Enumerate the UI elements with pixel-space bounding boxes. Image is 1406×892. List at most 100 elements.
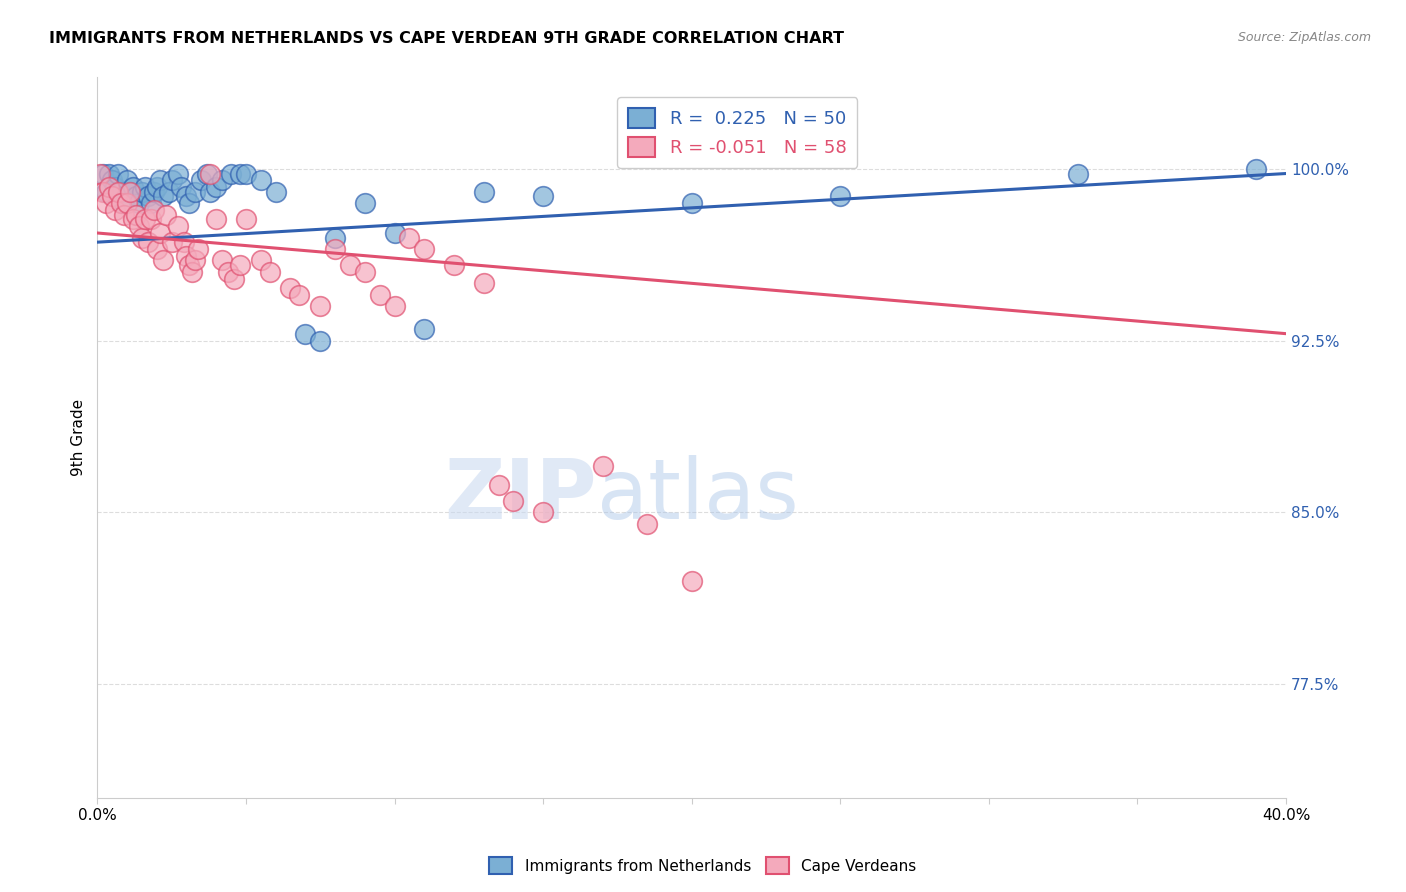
Point xyxy=(531,189,554,203)
Point xyxy=(222,272,245,286)
Point xyxy=(128,219,150,234)
Point xyxy=(176,189,198,203)
Point xyxy=(1244,161,1267,176)
Point xyxy=(160,235,183,249)
Point xyxy=(98,180,121,194)
Point xyxy=(98,167,121,181)
Point xyxy=(139,196,162,211)
Point xyxy=(200,185,222,199)
Legend: R =  0.225   N = 50, R = -0.051   N = 58: R = 0.225 N = 50, R = -0.051 N = 58 xyxy=(617,97,858,168)
Point xyxy=(91,185,114,199)
Point xyxy=(636,516,658,531)
Text: atlas: atlas xyxy=(596,455,799,536)
Point xyxy=(107,167,129,181)
Point xyxy=(134,180,156,194)
Point xyxy=(190,173,212,187)
Point xyxy=(146,180,169,194)
Point xyxy=(166,167,188,181)
Point xyxy=(294,326,316,341)
Point xyxy=(89,167,111,181)
Point xyxy=(118,185,141,199)
Point xyxy=(830,189,852,203)
Text: IMMIGRANTS FROM NETHERLANDS VS CAPE VERDEAN 9TH GRADE CORRELATION CHART: IMMIGRANTS FROM NETHERLANDS VS CAPE VERD… xyxy=(49,31,844,46)
Point xyxy=(157,185,180,199)
Point xyxy=(173,235,195,249)
Point xyxy=(142,203,165,218)
Point xyxy=(125,189,148,203)
Point xyxy=(384,226,406,240)
Point xyxy=(112,208,135,222)
Point xyxy=(413,242,436,256)
Point xyxy=(179,258,201,272)
Point xyxy=(219,167,242,181)
Point xyxy=(152,253,174,268)
Point xyxy=(142,185,165,199)
Point xyxy=(235,167,257,181)
Text: Source: ZipAtlas.com: Source: ZipAtlas.com xyxy=(1237,31,1371,45)
Point xyxy=(179,196,201,211)
Point xyxy=(166,219,188,234)
Point xyxy=(323,230,346,244)
Point xyxy=(155,208,177,222)
Point xyxy=(398,230,420,244)
Point xyxy=(149,173,172,187)
Point xyxy=(136,235,159,249)
Point xyxy=(1067,167,1090,181)
Point xyxy=(249,253,271,268)
Point xyxy=(91,167,114,181)
Point xyxy=(101,189,124,203)
Point xyxy=(339,258,361,272)
Point xyxy=(195,167,218,181)
Point xyxy=(205,212,228,227)
Y-axis label: 9th Grade: 9th Grade xyxy=(72,400,86,476)
Point xyxy=(235,212,257,227)
Point xyxy=(110,196,132,211)
Point xyxy=(211,253,233,268)
Point xyxy=(146,242,169,256)
Point xyxy=(184,253,207,268)
Point xyxy=(169,180,191,194)
Point xyxy=(229,258,252,272)
Point xyxy=(187,242,209,256)
Point xyxy=(217,265,239,279)
Point xyxy=(136,189,159,203)
Point xyxy=(115,196,138,211)
Point xyxy=(112,196,135,211)
Point xyxy=(280,281,302,295)
Point xyxy=(413,322,436,336)
Point xyxy=(101,173,124,187)
Point xyxy=(288,287,311,301)
Point xyxy=(118,185,141,199)
Point xyxy=(323,242,346,256)
Point xyxy=(96,196,118,211)
Point xyxy=(443,258,465,272)
Point xyxy=(353,196,375,211)
Point xyxy=(149,226,172,240)
Point xyxy=(134,212,156,227)
Point xyxy=(205,180,228,194)
Point xyxy=(681,574,703,588)
Point xyxy=(309,299,332,313)
Point xyxy=(229,167,252,181)
Point xyxy=(139,212,162,227)
Point xyxy=(472,185,495,199)
Point xyxy=(104,203,127,218)
Point xyxy=(181,265,204,279)
Point xyxy=(176,249,198,263)
Point xyxy=(122,180,145,194)
Point xyxy=(104,180,127,194)
Point xyxy=(259,265,281,279)
Point xyxy=(592,459,614,474)
Point xyxy=(502,493,524,508)
Point xyxy=(122,212,145,227)
Point xyxy=(249,173,271,187)
Point xyxy=(131,230,153,244)
Point xyxy=(115,173,138,187)
Point xyxy=(125,208,148,222)
Point xyxy=(110,185,132,199)
Point xyxy=(309,334,332,348)
Point xyxy=(184,185,207,199)
Legend: Immigrants from Netherlands, Cape Verdeans: Immigrants from Netherlands, Cape Verdea… xyxy=(484,851,922,880)
Point xyxy=(211,173,233,187)
Point xyxy=(200,167,222,181)
